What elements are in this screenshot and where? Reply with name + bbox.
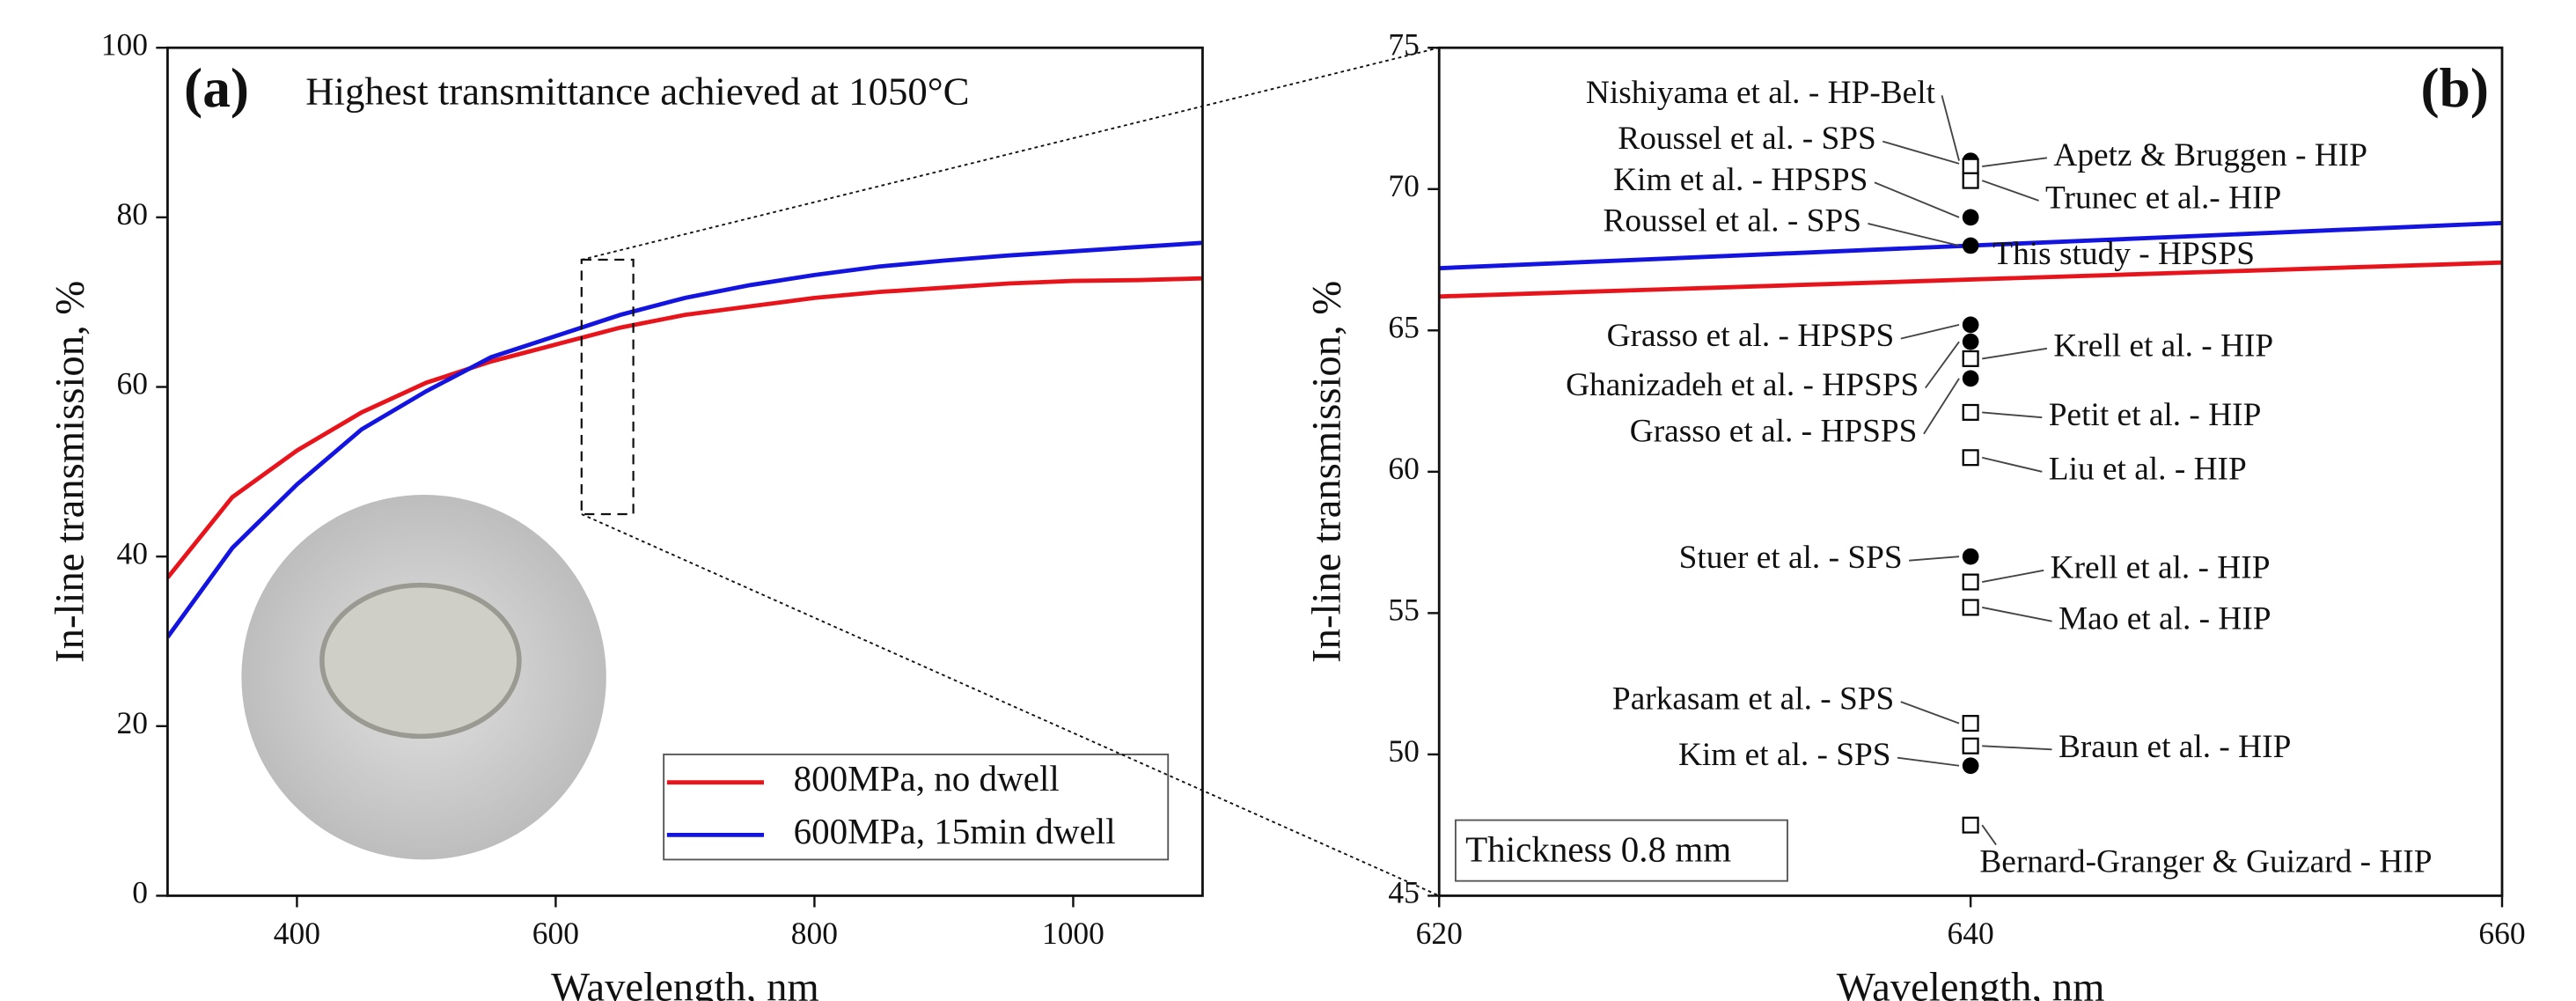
legend-box: [663, 753, 1170, 861]
leader-line: [1868, 223, 1960, 247]
y-tick-label: 75: [1388, 26, 1419, 62]
point-label: Kim et al. - SPS: [1678, 737, 1891, 773]
annotation: This study - HPSPS: [1993, 236, 2255, 272]
point-label: Trunec et al.- HIP: [2045, 180, 2281, 216]
zoom-connector: [581, 47, 1440, 261]
y-tick-label: 20: [117, 705, 148, 740]
plot-frame: [166, 46, 1204, 897]
annotation: Thickness 0.8 mm: [1465, 828, 1731, 869]
point: [1962, 715, 1979, 732]
series-line: [167, 240, 1203, 639]
x-axis-label: Wavelength, nm: [1837, 964, 2105, 1001]
leader-line: [1982, 569, 2044, 583]
y-axis-label: In-line transmission, %: [48, 281, 93, 663]
leader-line: [1900, 323, 1960, 340]
point: [1962, 237, 1979, 254]
x-tick-label: 620: [1416, 916, 1463, 951]
plot-frame: [1437, 46, 2504, 897]
point: [1962, 599, 1979, 616]
point: [1962, 816, 1979, 834]
point-label: Bernard-Granger & Guizard - HIP: [1979, 844, 2432, 880]
series-line: [1439, 260, 2502, 299]
y-tick-label: 65: [1388, 309, 1419, 344]
y-tick-label: 100: [101, 26, 148, 62]
y-tick-label: 55: [1388, 593, 1419, 628]
leader-line: [1941, 95, 1960, 161]
leader-line: [1923, 378, 1960, 435]
x-tick-label: 640: [1948, 916, 1994, 951]
point: [1962, 403, 1979, 421]
point-label: Krell et al. - HIP: [2053, 328, 2273, 364]
point-label: Liu et al. - HIP: [2049, 451, 2247, 487]
x-tick-label: 400: [274, 916, 320, 951]
point: [1962, 757, 1979, 775]
point: [1962, 573, 1979, 591]
x-tick-label: 660: [2478, 916, 2525, 951]
leader-line: [1925, 341, 1960, 389]
annotation-box: [1454, 819, 1788, 882]
leader-line: [1897, 756, 1960, 767]
point-label: Grasso et al. - HPSPS: [1630, 413, 1918, 449]
leader-line: [1909, 556, 1960, 562]
y-tick-label: 80: [117, 196, 148, 232]
point-label: Petit et al. - HIP: [2049, 397, 2262, 433]
point: [1962, 449, 1979, 467]
point-label: Braun et al. - HIP: [2059, 729, 2291, 765]
legend-label: 800MPa, no dwell: [794, 758, 1060, 799]
chart-title: Highest transmittance achieved at 1050°C: [305, 70, 969, 114]
leader-line: [1900, 701, 1960, 725]
point: [1962, 172, 1979, 189]
point-label: Stuer et al. - SPS: [1679, 540, 1903, 576]
y-tick-label: 40: [117, 535, 148, 570]
point: [1962, 548, 1979, 565]
point-label: Kim et al. - HPSPS: [1613, 162, 1868, 198]
point-label: Grasso et al. - HPSPS: [1607, 318, 1895, 354]
y-tick-label: 50: [1388, 733, 1419, 769]
point: [1962, 316, 1979, 334]
y-axis-label: In-line transmission, %: [1304, 281, 1350, 663]
x-tick-label: 1000: [1042, 916, 1105, 951]
y-tick-label: 60: [117, 366, 148, 401]
leader-line: [1982, 157, 2048, 167]
point: [1962, 209, 1979, 226]
point-label: Parkasam et al. - SPS: [1612, 681, 1894, 718]
x-axis-label: Wavelength, nm: [551, 964, 819, 1001]
y-tick-label: 70: [1388, 168, 1419, 203]
point-label: Apetz & Bruggen - HIP: [2053, 137, 2367, 173]
point: [1962, 370, 1979, 387]
zoom-connector: [581, 513, 1440, 897]
leader-line: [1874, 181, 1960, 218]
leader-line: [1982, 347, 2048, 360]
leader-line: [1981, 824, 1997, 846]
leader-line: [1982, 411, 2043, 419]
legend-label: 600MPa, 15min dwell: [794, 811, 1116, 851]
point-label: Ghanizadeh et al. - HPSPS: [1566, 367, 1919, 403]
inset-photo: [241, 494, 606, 860]
point-label: Roussel et al. - SPS: [1604, 203, 1861, 239]
point-label: Mao et al. - HIP: [2059, 600, 2271, 637]
y-tick-label: 60: [1388, 451, 1419, 486]
point: [1962, 350, 1979, 367]
leader-line: [1982, 607, 2052, 622]
point: [1962, 333, 1979, 350]
y-tick-label: 45: [1388, 875, 1419, 910]
sample-disk: [319, 582, 522, 740]
point-label: Krell et al. - HIP: [2051, 549, 2271, 585]
point: [1962, 158, 1979, 175]
leader-line: [1981, 180, 2039, 202]
panel-label: (b): [2421, 56, 2490, 119]
x-tick-label: 800: [791, 916, 838, 951]
point-label: Nishiyama et al. - HP-Belt: [1586, 75, 1936, 111]
point: [1962, 737, 1979, 754]
series-line: [167, 276, 1203, 579]
point-label: Roussel et al. - SPS: [1618, 121, 1875, 157]
leader-line: [1982, 745, 2052, 751]
panel-label: (a): [184, 56, 249, 119]
y-tick-label: 0: [132, 875, 148, 910]
leader-line: [1981, 456, 2043, 473]
zoom-box: [580, 258, 635, 516]
x-tick-label: 600: [532, 916, 579, 951]
leader-line: [1882, 140, 1960, 165]
